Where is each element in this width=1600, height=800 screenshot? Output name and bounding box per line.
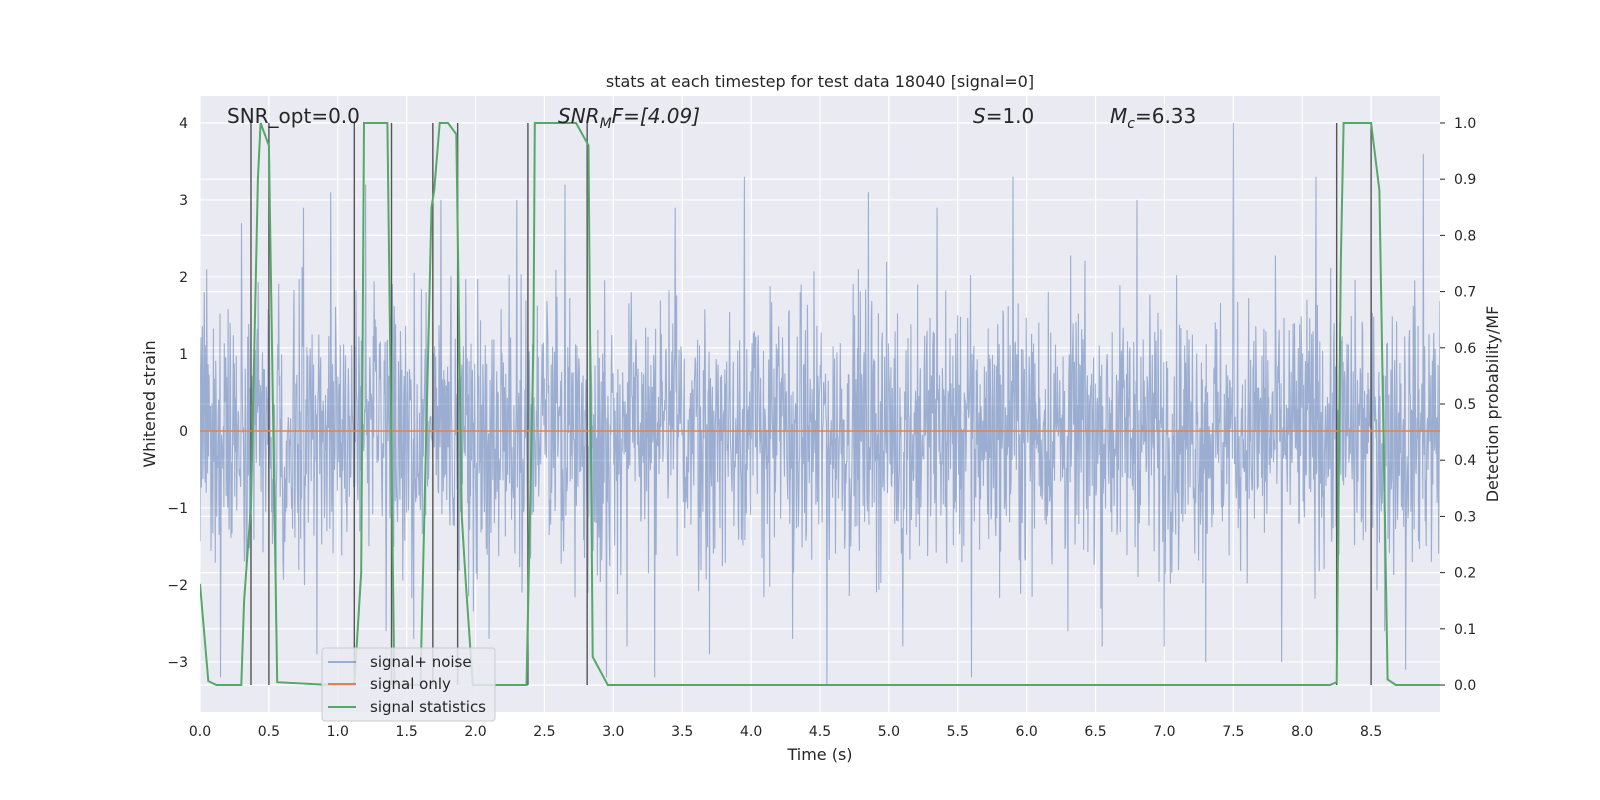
x-tick-label: 1.5 <box>396 724 418 740</box>
y-right-tick-label: 0.5 <box>1454 397 1476 413</box>
legend-label-signal-statistics: signal statistics <box>370 698 486 716</box>
legend-label-signal-only: signal only <box>370 675 451 693</box>
y-left-tick-label: 1 <box>179 347 188 363</box>
x-tick-label: 0.5 <box>258 724 280 740</box>
x-tick-label: 6.0 <box>1016 724 1038 740</box>
y-left-tick-label: 4 <box>179 116 188 132</box>
legend: signal+ noise signal only signal statist… <box>321 647 496 722</box>
y-right-tick-label: 0.4 <box>1454 453 1476 469</box>
x-tick-label: 5.5 <box>947 724 969 740</box>
y-right-tick-label: 0.0 <box>1454 678 1476 694</box>
y-left-tick-label: −2 <box>167 578 188 594</box>
y-left-axis-label: Whitened strain <box>140 340 159 467</box>
x-tick-label: 2.5 <box>533 724 555 740</box>
x-tick-label: 1.0 <box>327 724 349 740</box>
x-tick-label: 3.0 <box>602 724 624 740</box>
chart-title: stats at each timestep for test data 180… <box>606 72 1034 91</box>
y-right-tick-label: 0.8 <box>1454 228 1476 244</box>
annotation-mc: Mc=6.33 <box>1110 104 1196 132</box>
x-tick-label: 4.5 <box>809 724 831 740</box>
y-right-tick-label: 0.2 <box>1454 566 1476 582</box>
annotation-snr-opt: SNR_opt=0.0 <box>227 104 360 128</box>
y-right-tick-label: 0.1 <box>1454 622 1476 638</box>
y-right-tick-label: 1.0 <box>1454 116 1476 132</box>
y-right-axis-label: Detection probability/MF <box>1483 306 1502 503</box>
signal-noise-series <box>200 122 1440 686</box>
y-right-tick-label: 0.6 <box>1454 341 1476 357</box>
annotation-snr-mf: SNRMF=[4.09] <box>558 104 700 132</box>
signal-noise-line <box>200 122 1440 686</box>
x-tick-label: 0.0 <box>189 724 211 740</box>
x-tick-label: 7.0 <box>1153 724 1175 740</box>
y-left-tick-label: 2 <box>179 270 188 286</box>
x-tick-label: 7.5 <box>1222 724 1244 740</box>
x-tick-label: 5.0 <box>878 724 900 740</box>
annotation-s: S=1.0 <box>973 104 1034 128</box>
y-right-tick-label: 0.3 <box>1454 509 1476 525</box>
x-axis-label: Time (s) <box>786 745 852 764</box>
x-tick-label: 8.0 <box>1291 724 1313 740</box>
y-right-axis-ticks: 0.0 0.1 0.2 0.3 0.4 0.5 0.6 0.7 0.8 0.9 1.0 <box>1440 116 1476 694</box>
x-tick-label: 8.5 <box>1360 724 1382 740</box>
legend-box <box>321 647 496 722</box>
y-right-tick-label: 0.7 <box>1454 285 1476 301</box>
y-left-tick-label: −3 <box>167 655 188 671</box>
x-tick-label: 3.5 <box>671 724 693 740</box>
signal-statistics-series <box>200 122 1440 686</box>
y-right-tick-label: 0.9 <box>1454 172 1476 188</box>
y-left-axis-ticks: −3 −2 −1 0 1 2 3 4 <box>167 116 188 671</box>
x-tick-label: 4.0 <box>740 724 762 740</box>
y-left-tick-label: 0 <box>179 424 188 440</box>
x-tick-label: 2.0 <box>464 724 486 740</box>
legend-label-signal-noise: signal+ noise <box>370 653 472 671</box>
y-left-tick-label: 3 <box>179 193 188 209</box>
x-tick-label: 6.5 <box>1084 724 1106 740</box>
x-axis-ticks: 0.0 0.5 1.0 1.5 2.0 2.5 3.0 3.5 4.0 4.5 5.0 5.5 6.0 6… <box>189 724 1382 740</box>
y-left-tick-label: −1 <box>167 501 188 517</box>
